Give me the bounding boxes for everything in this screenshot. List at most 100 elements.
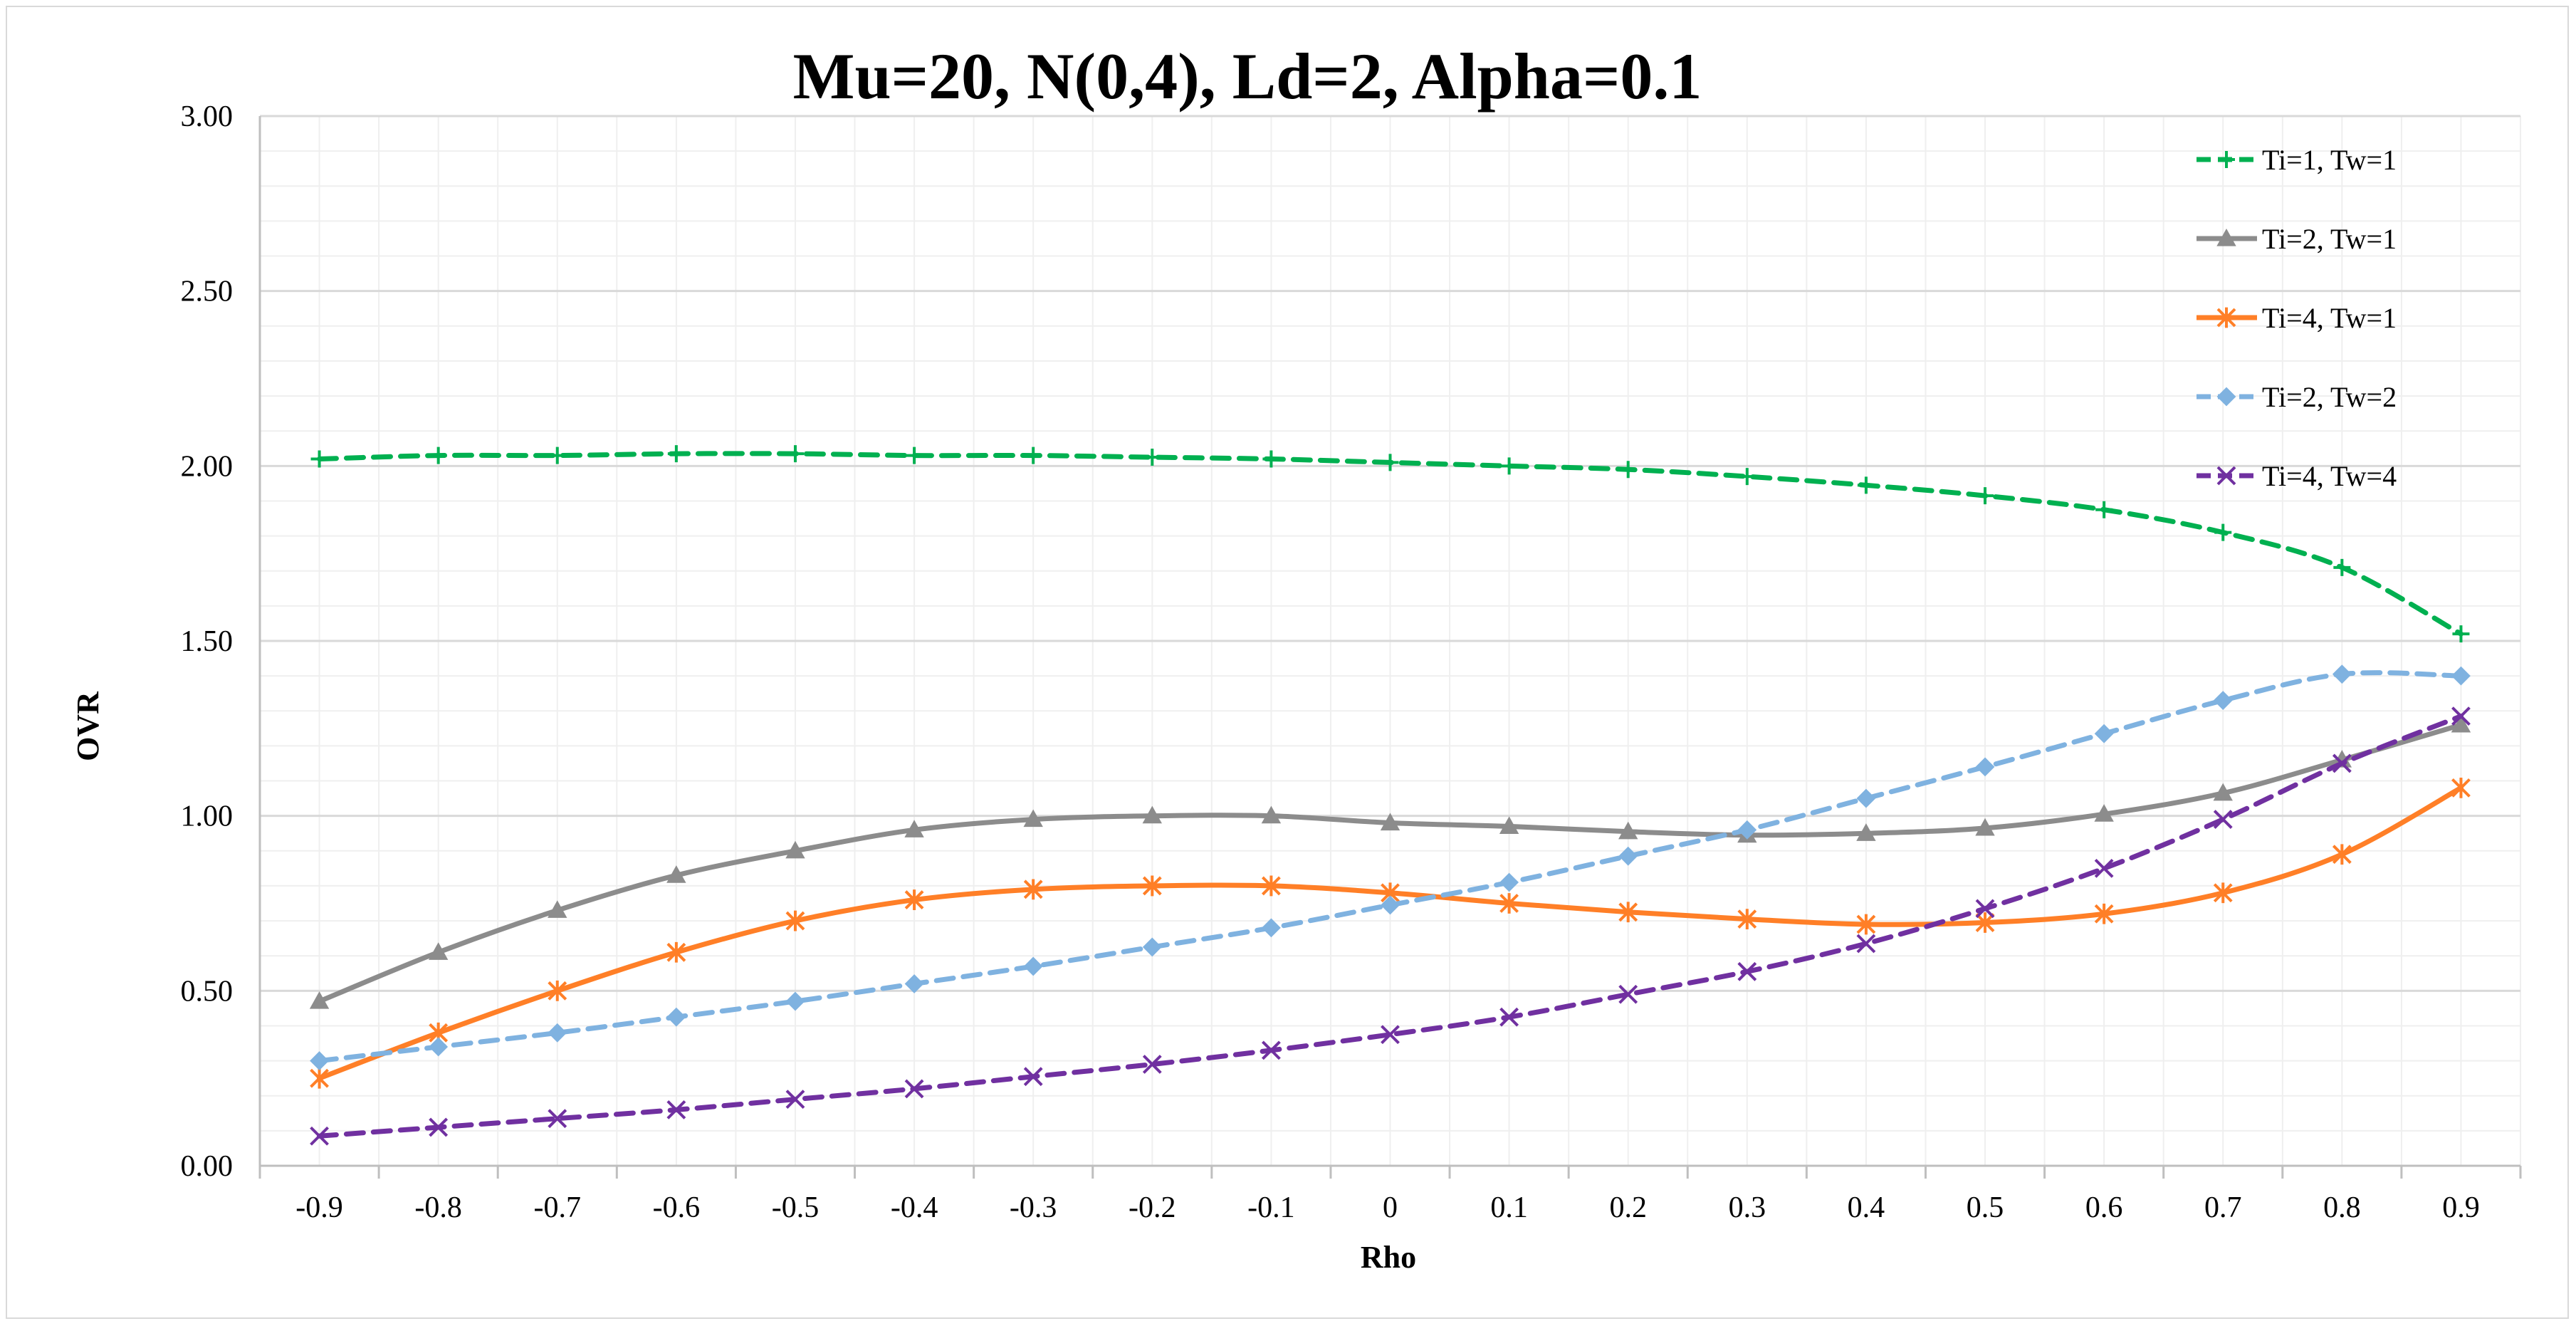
triangle-marker	[548, 900, 567, 918]
diamond-marker	[429, 1037, 449, 1057]
y-tick-label: 0.50	[181, 975, 234, 1008]
axes: 0.000.501.001.502.002.503.00-0.9 -0.8 -0.7…	[181, 100, 2522, 1224]
x-tick-label: 0.8	[2323, 1191, 2361, 1224]
diamond-marker	[1261, 918, 1281, 938]
asterisk-marker	[1142, 875, 1162, 897]
triangle-marker	[428, 942, 449, 960]
plus-marker	[1143, 449, 1161, 466]
plus-marker	[2095, 501, 2113, 518]
asterisk-marker	[2216, 307, 2236, 328]
triangle-marker	[1142, 805, 1162, 824]
asterisk-marker	[904, 889, 924, 910]
y-tick-label: 1.50	[181, 625, 234, 658]
x-tick-label: -0.7	[534, 1191, 582, 1224]
diamond-marker	[1381, 895, 1400, 915]
series-group	[309, 445, 2471, 1146]
diamond-marker	[1499, 872, 1519, 892]
diamond-marker	[2213, 691, 2233, 710]
x-tick-label: 0.7	[2204, 1191, 2242, 1224]
x-tick-label: 0.5	[1967, 1191, 2004, 1224]
legend-item: Ti=4, Tw=1	[2197, 302, 2397, 334]
x-marker	[429, 1117, 449, 1137]
plus-marker	[2218, 151, 2235, 168]
diamond-marker	[1023, 956, 1043, 976]
y-tick-label: 0.00	[181, 1150, 234, 1183]
x-marker	[666, 1100, 686, 1119]
asterisk-marker	[1261, 875, 1281, 897]
diamond-marker	[666, 1007, 686, 1027]
x-marker	[2094, 858, 2114, 878]
asterisk-marker	[1618, 902, 1638, 923]
x-tick-label: -0.8	[414, 1191, 462, 1224]
series-5	[310, 706, 2471, 1146]
x-marker	[2213, 810, 2233, 829]
diamond-marker	[1618, 846, 1638, 866]
plus-marker	[2214, 523, 2232, 541]
triangle-marker	[1023, 809, 1043, 828]
diamond-marker	[2332, 664, 2352, 684]
diamond-marker	[2216, 387, 2236, 407]
legend-label: Ti=2, Tw=1	[2262, 223, 2397, 255]
y-tick-label: 1.00	[181, 800, 234, 833]
asterisk-marker	[310, 1067, 329, 1089]
x-tick-label: -0.2	[1129, 1191, 1176, 1224]
plus-marker	[786, 445, 804, 463]
x-marker	[1023, 1067, 1043, 1087]
plus-marker	[1619, 461, 1637, 479]
asterisk-marker	[2332, 844, 2352, 865]
x-tick-label: -0.3	[1010, 1191, 1057, 1224]
triangle-marker	[2094, 804, 2114, 822]
legend-item: Ti=2, Tw=1	[2197, 223, 2397, 255]
asterisk-marker	[2451, 777, 2471, 798]
diamond-marker	[2094, 724, 2114, 743]
legend-item: Ti=2, Tw=2	[2197, 381, 2397, 413]
triangle-marker	[2216, 228, 2236, 246]
triangle-marker	[2451, 714, 2471, 733]
asterisk-marker	[2213, 882, 2233, 904]
x-marker	[1975, 899, 1995, 919]
series-3	[310, 777, 2471, 1089]
legend: Ti=1, Tw=1 Ti=2, Tw=1 Ti=4, Tw=1 Ti=2, Tw=2…	[2197, 144, 2397, 492]
x-tick-label: 0.9	[2442, 1191, 2480, 1224]
x-marker	[310, 1126, 329, 1146]
x-tick-label: 0.6	[2085, 1191, 2123, 1224]
asterisk-marker	[1737, 909, 1757, 930]
y-axis-label: OVR	[70, 691, 105, 761]
y-tick-label: 2.50	[181, 276, 234, 308]
diamond-marker	[1737, 820, 1757, 840]
plus-marker	[1738, 468, 1756, 486]
plus-marker	[2333, 558, 2351, 576]
asterisk-marker	[1975, 912, 1995, 933]
legend-label: Ti=4, Tw=1	[2262, 302, 2397, 334]
plus-marker	[1262, 450, 1280, 468]
x-marker	[2451, 706, 2471, 726]
legend-label: Ti=1, Tw=1	[2262, 144, 2397, 176]
plus-marker	[429, 447, 447, 464]
y-tick-label: 2.00	[181, 450, 234, 483]
triangle-marker	[2213, 783, 2233, 801]
diamond-marker	[1856, 788, 1876, 808]
triangle-marker	[1618, 821, 1638, 840]
diamond-marker	[785, 991, 805, 1011]
x-tick-label: 0.4	[1848, 1191, 1885, 1224]
series-line	[317, 714, 2464, 1139]
x-tick-label: -0.5	[772, 1191, 820, 1224]
x-tick-label: -0.6	[653, 1191, 701, 1224]
x-marker	[1142, 1055, 1162, 1074]
asterisk-marker	[2094, 903, 2114, 924]
triangle-marker	[1499, 816, 1519, 835]
asterisk-marker	[785, 910, 805, 931]
x-tick-label: -0.1	[1247, 1191, 1295, 1224]
chart-title: Mu=20, N(0,4), Ld=2, Alpha=0.1	[793, 40, 1702, 113]
plus-marker	[1381, 454, 1399, 471]
triangle-marker	[785, 840, 805, 859]
x-marker	[1499, 1007, 1519, 1027]
x-axis-label: Rho	[1361, 1240, 1416, 1275]
diamond-marker	[310, 1051, 329, 1071]
legend-label: Ti=2, Tw=2	[2262, 381, 2397, 413]
diamond-marker	[904, 974, 924, 993]
x-tick-label: -0.9	[295, 1191, 343, 1224]
x-marker	[2332, 753, 2352, 773]
plus-marker	[2452, 625, 2470, 643]
